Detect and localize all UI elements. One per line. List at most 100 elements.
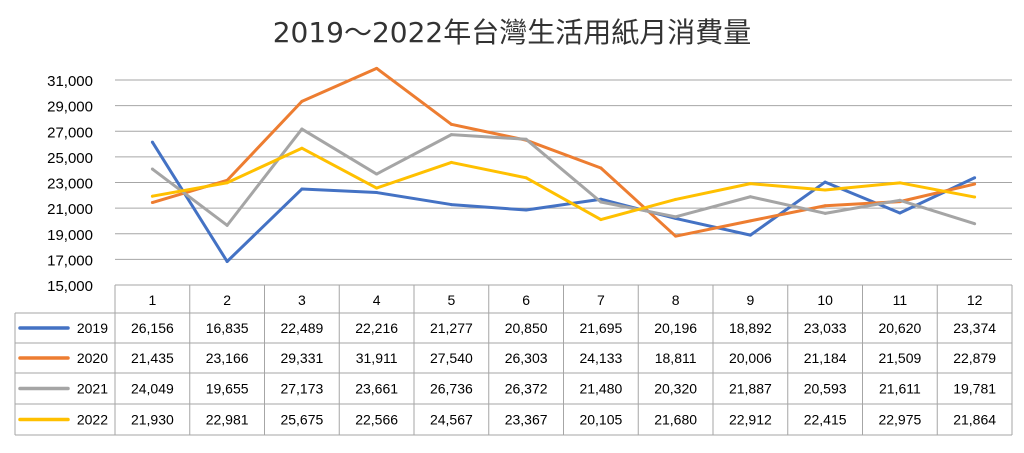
data-point-2022 [225,181,229,185]
data-label: 22,566 [355,412,398,428]
data-point-2019 [375,191,379,195]
data-label: 22,415 [804,412,847,428]
data-point-2022 [599,218,603,222]
x-tick-label: 11 [893,292,908,308]
legend-label: 2020 [77,350,108,366]
data-label: 21,695 [579,320,622,336]
data-label: 23,661 [355,381,398,397]
y-tick-label: 15,000 [47,278,93,295]
data-point-2021 [375,172,379,176]
y-tick-label: 27,000 [47,124,93,141]
data-label: 20,006 [729,350,772,366]
x-tick-label: 6 [522,292,530,308]
data-label: 21,864 [953,412,996,428]
data-label: 21,887 [729,381,772,397]
data-point-2021 [225,223,229,227]
data-point-2019 [524,208,528,212]
data-point-2020 [674,234,678,238]
data-label: 16,835 [206,320,249,336]
y-tick-label: 31,000 [47,73,93,90]
data-label: 27,540 [430,350,473,366]
data-label: 22,879 [953,350,996,366]
data-point-2022 [449,160,453,164]
data-point-2020 [973,182,977,186]
data-label: 27,173 [280,381,323,397]
legend-label: 2019 [77,320,108,336]
data-point-2021 [300,127,304,131]
data-point-2021 [599,200,603,204]
data-label: 22,912 [729,412,772,428]
data-point-2021 [150,167,154,171]
y-tick-label: 17,000 [47,252,93,269]
data-label: 21,184 [804,350,847,366]
x-tick-label: 5 [447,292,455,308]
data-label: 20,105 [579,412,622,428]
data-point-2021 [898,198,902,202]
x-tick-label: 12 [967,292,983,308]
data-label: 24,567 [430,412,473,428]
data-label: 23,033 [804,320,847,336]
data-label: 24,049 [131,381,174,397]
data-label: 18,892 [729,320,772,336]
data-label: 20,620 [878,320,921,336]
legend-label: 2022 [77,412,108,428]
y-tick-label: 23,000 [47,176,93,193]
data-label: 21,277 [430,320,473,336]
data-point-2021 [449,133,453,137]
series-line-2021 [151,127,976,227]
data-label: 22,981 [206,412,249,428]
x-tick-label: 8 [672,292,680,308]
data-label: 22,489 [280,320,323,336]
data-point-2019 [150,140,154,144]
data-point-2019 [973,176,977,180]
data-point-2020 [449,122,453,126]
data-label: 21,680 [654,412,697,428]
data-label: 23,166 [206,350,249,366]
data-point-2022 [898,181,902,185]
data-label: 26,736 [430,381,473,397]
x-tick-label: 3 [298,292,306,308]
data-label: 24,133 [579,350,622,366]
data-label: 25,675 [280,412,323,428]
data-label: 20,850 [505,320,548,336]
data-label: 26,156 [131,320,174,336]
series-line-2022 [152,146,975,222]
data-point-2020 [300,99,304,103]
data-label: 21,435 [131,350,174,366]
x-tick-label: 1 [148,292,156,308]
data-point-2020 [599,166,603,170]
data-label: 20,196 [654,320,697,336]
data-label: 21,509 [878,350,921,366]
x-tick-label: 10 [817,292,833,308]
data-point-2020 [823,204,827,208]
data-point-2022 [375,186,379,190]
data-point-2019 [898,211,902,215]
data-label: 29,331 [280,350,323,366]
x-tick-label: 2 [223,292,231,308]
data-point-2021 [748,195,752,199]
y-tick-label: 21,000 [47,201,93,218]
data-label: 26,372 [505,381,548,397]
data-label: 23,374 [953,320,996,336]
data-point-2019 [823,180,827,184]
y-tick-label: 29,000 [47,99,93,116]
data-point-2022 [748,182,752,186]
data-point-2021 [823,211,827,215]
data-point-2022 [300,146,304,150]
data-point-2020 [150,201,154,205]
data-point-2019 [225,259,229,263]
data-label: 26,303 [505,350,548,366]
data-label: 20,593 [804,381,847,397]
data-point-2021 [674,215,678,219]
data-label: 22,975 [878,412,921,428]
data-label: 21,930 [131,412,174,428]
data-label: 31,911 [356,350,398,366]
data-point-2019 [449,203,453,207]
data-label: 21,611 [879,381,921,397]
data-point-2022 [524,176,528,180]
x-tick-label: 4 [373,292,381,308]
x-tick-label: 9 [746,292,754,308]
series-line-2019 [151,141,976,263]
data-point-2021 [973,222,977,226]
